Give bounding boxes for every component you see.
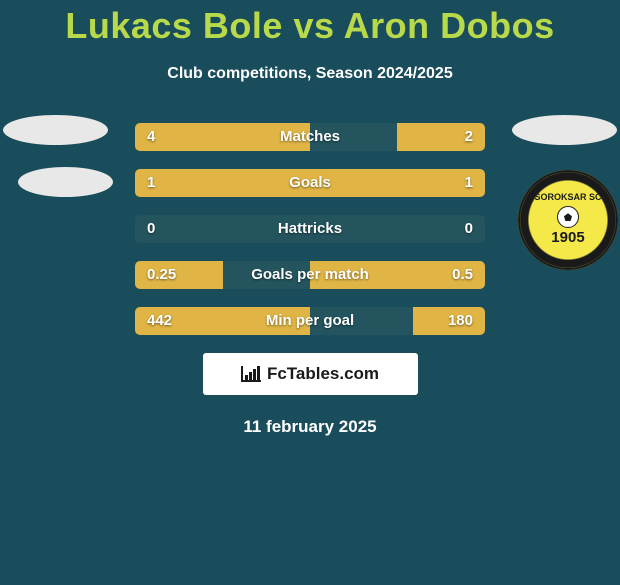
date-label: 11 february 2025 [0,417,620,437]
avatar-placeholder-icon [3,115,108,145]
player-right-avatar: SOROKSAR SC 1905 [512,115,617,220]
football-icon [557,206,579,228]
branding-badge: FcTables.com [203,353,418,395]
avatar-placeholder-icon [18,167,113,197]
comparison-panel: SOROKSAR SC 1905 42Matches 11Goals 00Hattr… [0,123,620,437]
club-year: 1905 [534,230,601,247]
stat-row: 00Hattricks [135,215,485,243]
avatar-placeholder-icon [512,115,617,145]
stat-label: Hattricks [135,215,485,243]
club-name: SOROKSAR SC [534,193,601,203]
stat-label: Min per goal [135,307,485,335]
branding-text: FcTables.com [267,364,379,384]
stat-row: 42Matches [135,123,485,151]
stat-label: Goals per match [135,261,485,289]
page-title: Lukacs Bole vs Aron Dobos [0,5,620,47]
stats-rows: 42Matches 11Goals 00Hattricks 0.250.5Goals … [135,123,485,335]
club-badge-right: SOROKSAR SC 1905 [518,170,618,270]
stat-label: Goals [135,169,485,197]
stat-label: Matches [135,123,485,151]
subtitle: Club competitions, Season 2024/2025 [0,65,620,83]
stat-row: 11Goals [135,169,485,197]
stat-row: 0.250.5Goals per match [135,261,485,289]
player-left-avatar [3,115,108,220]
stat-row: 442180Min per goal [135,307,485,335]
bar-chart-icon [241,366,261,382]
